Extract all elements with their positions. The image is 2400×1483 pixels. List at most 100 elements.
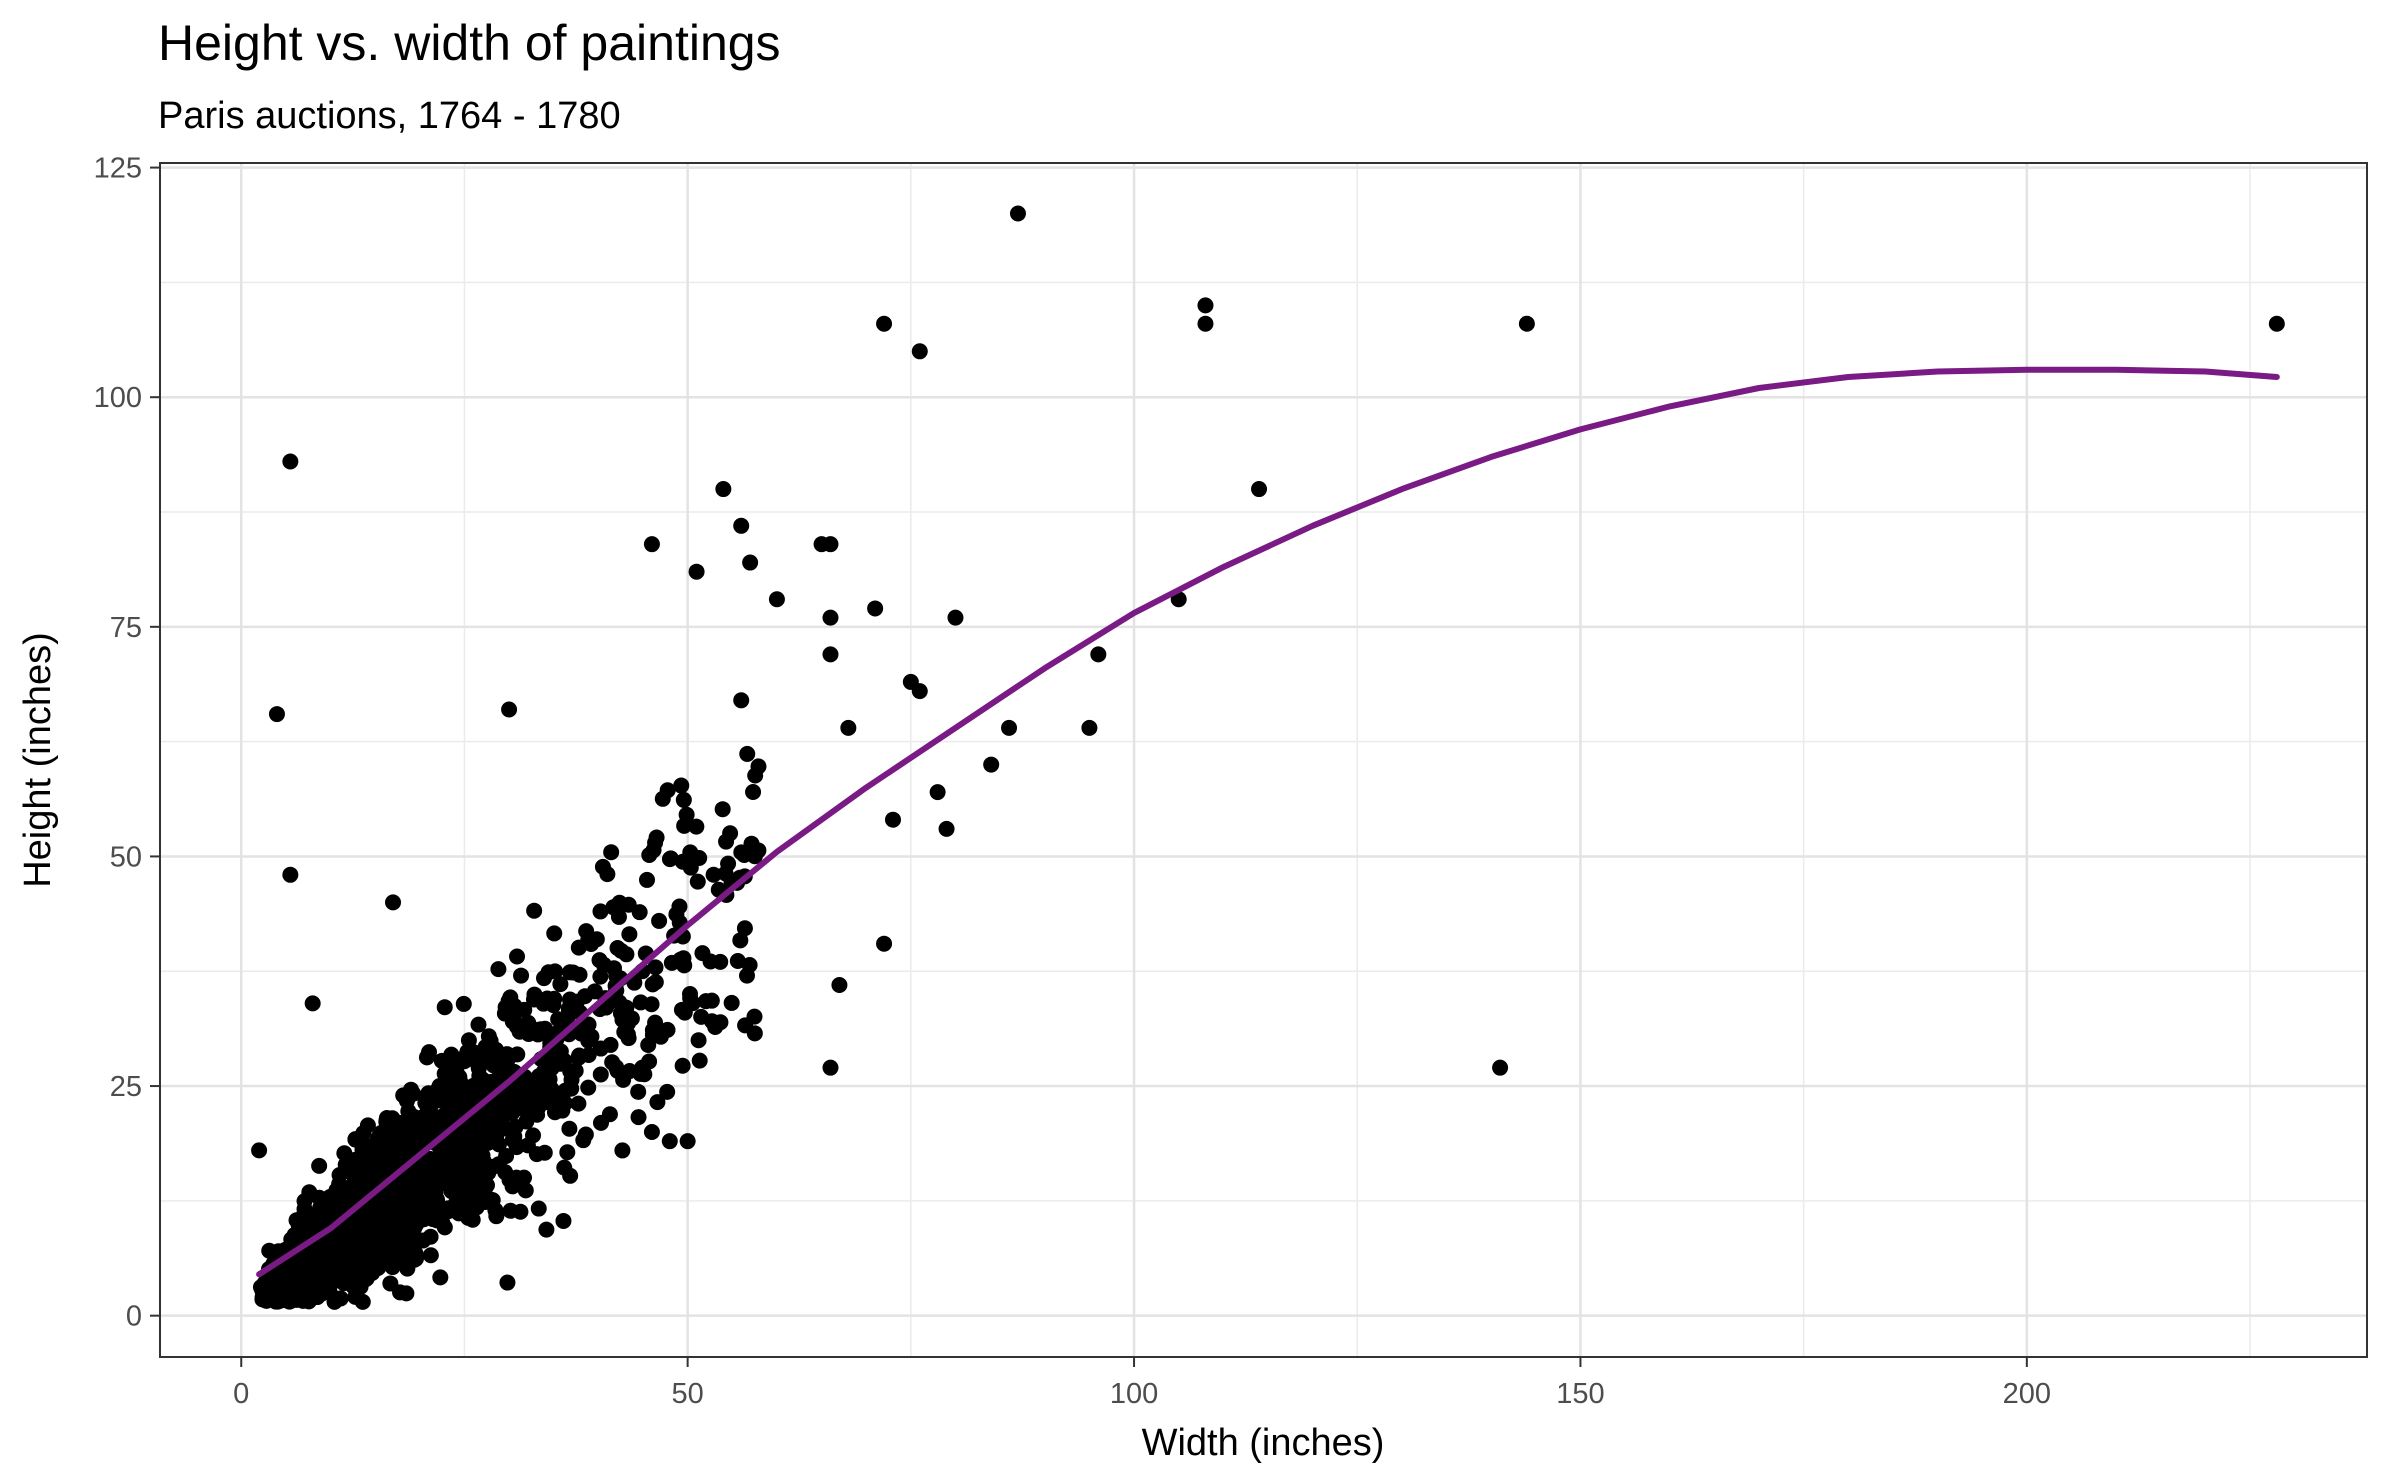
data-point xyxy=(578,923,595,940)
data-point xyxy=(268,706,285,723)
data-point xyxy=(911,343,928,360)
data-point xyxy=(676,957,693,974)
data-point xyxy=(561,1120,578,1137)
data-point xyxy=(490,961,507,978)
data-point xyxy=(876,315,893,332)
data-point xyxy=(643,1123,660,1140)
data-point xyxy=(729,952,746,969)
data-point xyxy=(469,1119,486,1136)
data-point xyxy=(678,806,695,823)
data-point xyxy=(362,1235,379,1252)
data-point xyxy=(399,1260,416,1277)
data-point xyxy=(527,1089,544,1106)
data-point xyxy=(822,536,839,553)
data-point xyxy=(840,719,857,736)
data-point xyxy=(679,1133,696,1150)
data-point xyxy=(577,1126,594,1143)
data-point xyxy=(286,1226,303,1243)
data-point xyxy=(355,1249,372,1266)
chart-title: Height vs. width of paintings xyxy=(158,15,781,71)
data-point xyxy=(1001,719,1018,736)
data-point xyxy=(359,1117,376,1134)
data-point xyxy=(739,967,756,984)
data-point xyxy=(671,898,688,915)
data-point xyxy=(570,1095,587,1112)
data-point xyxy=(661,1133,678,1150)
data-point xyxy=(705,866,722,883)
data-point xyxy=(448,1177,465,1194)
trend-line xyxy=(256,366,2280,1278)
data-point xyxy=(301,1184,318,1201)
data-point xyxy=(537,1020,554,1037)
data-point xyxy=(385,894,402,911)
data-point xyxy=(618,946,635,963)
data-point xyxy=(518,1113,535,1130)
data-point xyxy=(422,1247,439,1264)
data-point xyxy=(739,745,756,762)
data-point xyxy=(746,1025,763,1042)
data-point xyxy=(251,1142,268,1159)
data-point xyxy=(421,1154,438,1171)
data-point xyxy=(691,1052,708,1069)
data-point xyxy=(399,1202,416,1219)
data-point xyxy=(517,1182,534,1199)
data-point xyxy=(406,1176,423,1193)
data-point xyxy=(732,932,749,949)
data-point xyxy=(1197,315,1214,332)
data-point xyxy=(647,834,664,851)
chart-subtitle: Paris auctions, 1764 - 1780 xyxy=(158,95,621,137)
x-tick-label: 0 xyxy=(233,1378,249,1410)
data-point xyxy=(947,609,964,626)
data-point xyxy=(304,995,321,1012)
data-point xyxy=(499,1274,516,1291)
data-point xyxy=(474,1164,491,1181)
data-point xyxy=(736,920,753,937)
data-point xyxy=(525,1127,542,1144)
data-point xyxy=(647,959,664,976)
data-point xyxy=(639,871,656,888)
data-point xyxy=(276,1281,293,1298)
data-point xyxy=(1197,297,1214,314)
data-point xyxy=(466,1051,483,1068)
data-point xyxy=(736,846,753,863)
data-point xyxy=(876,935,893,952)
data-point xyxy=(433,1052,450,1069)
data-point xyxy=(601,1106,618,1123)
data-point xyxy=(703,992,720,1009)
data-point xyxy=(295,1252,312,1269)
data-point xyxy=(552,976,569,993)
data-point xyxy=(286,1291,303,1308)
data-point xyxy=(599,866,616,883)
data-point xyxy=(675,791,692,808)
data-point xyxy=(509,948,526,965)
data-point xyxy=(592,903,609,920)
data-point xyxy=(938,820,955,837)
data-point xyxy=(400,1103,417,1120)
data-point xyxy=(1251,481,1268,498)
data-point xyxy=(634,1059,651,1076)
data-point xyxy=(432,1269,449,1286)
data-point xyxy=(484,1117,501,1134)
data-point xyxy=(1518,315,1535,332)
data-point xyxy=(621,926,638,943)
data-point xyxy=(463,1133,480,1150)
data-point xyxy=(561,964,578,981)
data-point xyxy=(742,554,759,571)
data-point xyxy=(689,873,706,890)
data-point xyxy=(431,1208,448,1225)
data-point xyxy=(316,1274,333,1291)
data-point xyxy=(643,536,660,553)
data-point xyxy=(415,1232,432,1249)
data-point xyxy=(376,1217,393,1234)
data-point xyxy=(663,954,680,971)
data-point xyxy=(676,1004,693,1021)
x-tick-label: 200 xyxy=(2003,1378,2051,1410)
data-point xyxy=(512,1203,529,1220)
data-point xyxy=(884,811,901,828)
data-point xyxy=(282,866,299,883)
x-tick-label: 100 xyxy=(1110,1378,1158,1410)
data-point xyxy=(541,1071,558,1088)
data-point xyxy=(490,1156,507,1173)
data-point xyxy=(647,974,664,991)
data-point xyxy=(499,1105,516,1122)
